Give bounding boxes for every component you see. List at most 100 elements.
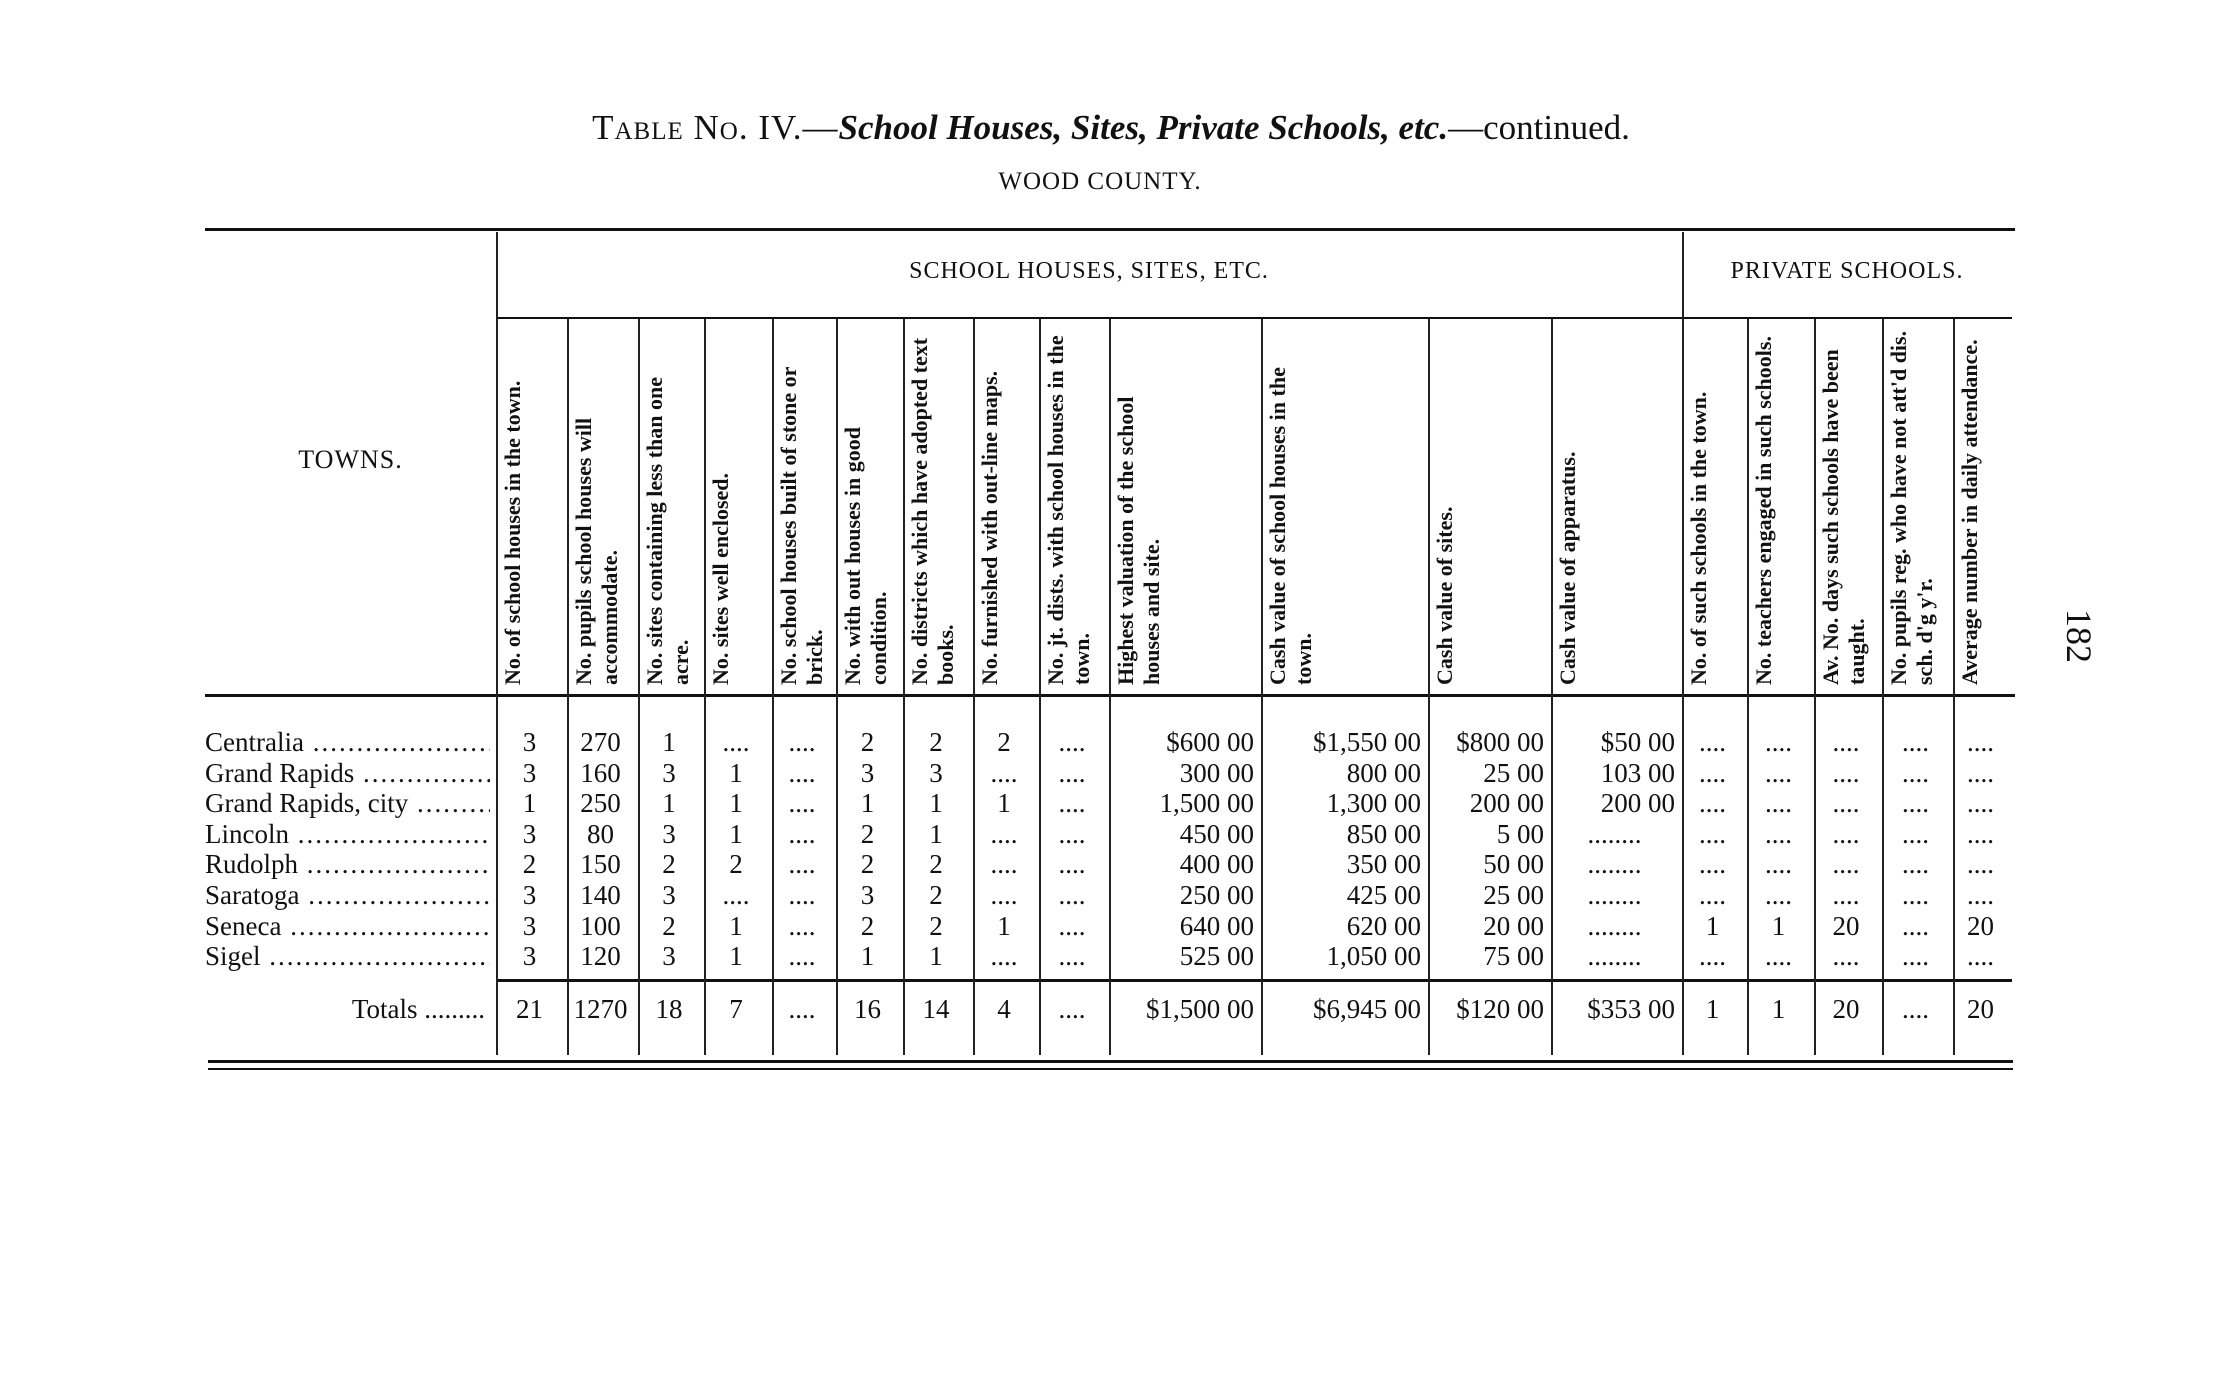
table-cell: 2 xyxy=(997,727,1011,757)
table-cell: 250 00 xyxy=(1179,880,1254,910)
column-divider xyxy=(836,319,838,1055)
table-cell: .... xyxy=(1699,941,1726,972)
table-cell: ........ xyxy=(1587,880,1642,910)
column-header: No. sites containing less than one acre. xyxy=(642,376,693,685)
table-cell: .... xyxy=(1967,818,1994,849)
table-cell: 1,300 00 xyxy=(1326,788,1422,819)
table-cell: .... xyxy=(1058,788,1086,819)
table-cell: 2 xyxy=(662,849,676,880)
table-cell: .... xyxy=(1699,849,1726,880)
group-header-school-houses: SCHOOL HOUSES, SITES, ETC. xyxy=(909,258,1269,284)
group-header-private-schools: PRIVATE SCHOOLS. xyxy=(1730,258,1964,284)
county-heading: WOOD COUNTY. xyxy=(998,168,1202,195)
table-cell: .... xyxy=(1699,757,1726,788)
table-cell: 3 xyxy=(522,818,537,849)
table-cell: .... xyxy=(1967,880,1994,910)
totals-cell: 18 xyxy=(655,994,683,1024)
table-cell: 425 00 xyxy=(1346,880,1421,910)
totals-label: Totals ......... xyxy=(351,994,485,1024)
table-cell: 3 xyxy=(662,818,676,849)
table-cell: 2 xyxy=(729,849,743,880)
table-cell: .... xyxy=(1902,818,1929,849)
table-cell: 1 xyxy=(860,941,875,972)
table-cell: 200 00 xyxy=(1469,788,1544,819)
column-header: No. school houses built of stone or bric… xyxy=(776,366,827,685)
totals-cell: $353 00 xyxy=(1587,994,1675,1024)
table-cell: .... xyxy=(1902,727,1929,757)
table-cell: .... xyxy=(1765,757,1792,788)
table-cell: 1 xyxy=(522,788,537,819)
table-cell: .... xyxy=(1902,910,1929,941)
table-cell: ........ xyxy=(1587,849,1642,880)
page-number: 182 xyxy=(2059,609,2099,663)
title-prefix: Table No. IV.— xyxy=(592,108,839,147)
table-cell: 140 xyxy=(580,880,621,910)
table-cell: .... xyxy=(1902,941,1929,972)
table-cell: .... xyxy=(1832,941,1860,972)
column-header: No. pupils school houses will accommodat… xyxy=(571,417,622,685)
table-cell: .... xyxy=(1832,727,1860,757)
table-cell: .... xyxy=(1765,849,1792,880)
row-town-name: Grand Rapids, city xyxy=(205,788,490,819)
table-cell: .... xyxy=(1832,880,1860,910)
title-suffix: —continued. xyxy=(1448,108,1630,147)
table-cell: 25 00 xyxy=(1483,757,1544,788)
table-cell: 20 xyxy=(1832,910,1860,941)
table-cell: 1,500 00 xyxy=(1159,788,1255,819)
table-cell: 80 xyxy=(587,818,614,849)
table-cell: 2 xyxy=(860,849,875,880)
column-header: No. districts which have adopted text bo… xyxy=(907,337,958,685)
table-cell: .... xyxy=(990,880,1018,910)
table-cell: 50 00 xyxy=(1483,849,1544,880)
table-cell: 2 xyxy=(522,849,537,880)
table-cell: .... xyxy=(1058,941,1086,972)
table-cell: .... xyxy=(1832,757,1860,788)
table-cell: 1 xyxy=(662,788,676,819)
table-cell: .... xyxy=(1699,727,1726,757)
table-cell: 1 xyxy=(929,941,943,972)
table-cell: .... xyxy=(1967,941,1994,972)
totals-cell: 20 xyxy=(1967,994,1994,1024)
table-cell: ........ xyxy=(1587,941,1642,972)
column-divider xyxy=(1428,319,1430,1055)
table-cell: .... xyxy=(990,757,1018,788)
row-town-name: Rudolph xyxy=(205,849,490,880)
table-cell: .... xyxy=(788,727,816,757)
table-cell: 200 00 xyxy=(1600,788,1675,819)
table-cell: .... xyxy=(788,941,816,972)
group-header-rule xyxy=(496,317,2012,319)
towns-header: TOWNS. xyxy=(298,445,403,474)
totals-cell: $120 00 xyxy=(1456,994,1544,1024)
totals-cell: 20 xyxy=(1832,994,1860,1024)
table-cell: 1 xyxy=(729,941,743,972)
table-cell: .... xyxy=(1699,788,1726,819)
table-cell: .... xyxy=(1699,818,1726,849)
table-cell: 3 xyxy=(929,757,943,788)
table-cell: 103 00 xyxy=(1600,757,1675,788)
column-divider xyxy=(1109,319,1111,1055)
column-divider xyxy=(704,319,706,1055)
table-cell: $600 00 xyxy=(1166,727,1254,757)
table-cell: 400 00 xyxy=(1179,849,1254,880)
table-cell: 150 xyxy=(580,849,621,880)
title-subject: School Houses, Sites, Private Schools, e… xyxy=(838,108,1449,147)
table-cell: 2 xyxy=(860,910,875,941)
table-cell: 3 xyxy=(860,757,875,788)
table-cell: .... xyxy=(1058,849,1086,880)
table-cell: .... xyxy=(788,910,816,941)
totals-cell: 21 xyxy=(516,994,543,1024)
table-cell: 75 00 xyxy=(1483,941,1544,972)
table-cell: 3 xyxy=(662,941,676,972)
column-divider xyxy=(1551,319,1553,1055)
table-cell: 2 xyxy=(662,910,676,941)
column-header: No. pupils reg. who have not att'd dis. … xyxy=(1886,330,1937,685)
column-divider xyxy=(903,319,905,1055)
column-divider xyxy=(496,232,498,1055)
table-cell: 1 xyxy=(929,818,943,849)
table-cell: .... xyxy=(788,818,816,849)
table-cell: .... xyxy=(788,788,816,819)
table-cell: .... xyxy=(1967,727,1994,757)
table-top-rule xyxy=(205,228,2015,231)
row-town-name: Centralia xyxy=(205,727,490,758)
column-header: No. jt. dists. with school houses in the… xyxy=(1043,335,1094,685)
